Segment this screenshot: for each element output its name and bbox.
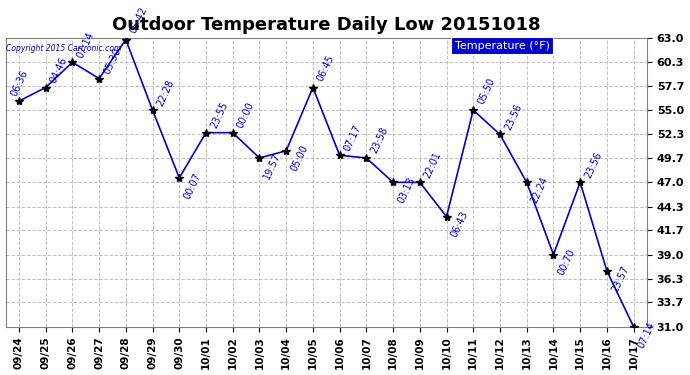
Text: 03:13: 03:13 [396,176,417,205]
Text: 05:50: 05:50 [476,76,497,106]
Text: 00:00: 00:00 [235,100,256,130]
Title: Outdoor Temperature Daily Low 20151018: Outdoor Temperature Daily Low 20151018 [112,15,540,33]
Text: 19:57: 19:57 [262,151,283,180]
Text: 06:45: 06:45 [315,54,337,83]
Text: 00:07: 00:07 [182,171,203,200]
Text: 22:28: 22:28 [155,78,176,107]
Text: 22:01: 22:01 [422,150,444,180]
Text: Copyright 2015 Cartronic.com: Copyright 2015 Cartronic.com [6,44,121,52]
Text: 06:43: 06:43 [449,210,470,239]
Text: 04:46: 04:46 [48,56,69,85]
Text: 00:70: 00:70 [556,248,577,277]
Text: 23:57: 23:57 [609,264,631,293]
Text: 07:14: 07:14 [75,30,96,60]
Text: 07:14: 07:14 [636,320,657,350]
Text: 05:00: 05:00 [289,144,310,173]
Text: 23:56: 23:56 [583,150,604,180]
Text: 05:30: 05:30 [101,46,123,76]
Text: 22:24: 22:24 [529,175,551,205]
Text: 23:55: 23:55 [208,100,230,130]
Text: 07:17: 07:17 [342,123,363,153]
Text: 23:58: 23:58 [369,126,390,155]
Text: 06:36: 06:36 [10,68,30,98]
Text: 23:56: 23:56 [502,102,524,132]
Text: Temperature (°F): Temperature (°F) [455,41,549,51]
Text: 05:42: 05:42 [128,6,150,35]
